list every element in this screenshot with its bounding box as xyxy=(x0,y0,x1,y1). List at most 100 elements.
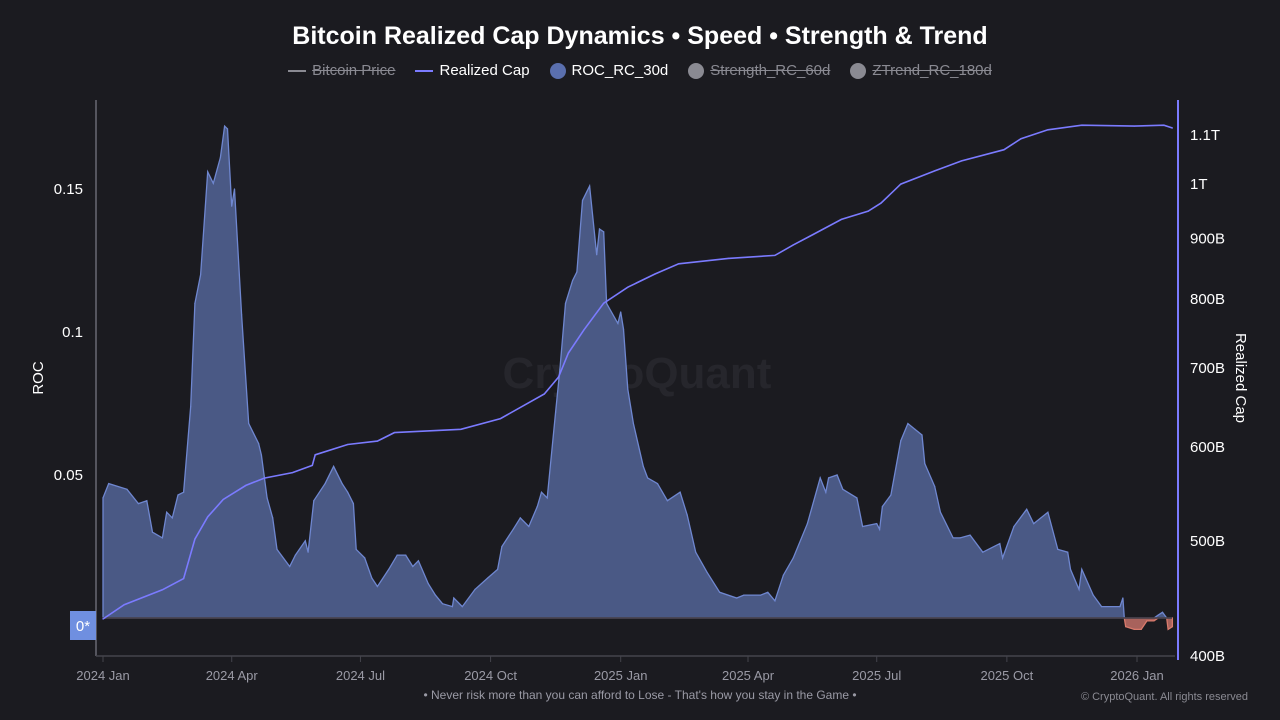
x-tick-label: 2025 Jan xyxy=(594,668,648,683)
roc-point xyxy=(519,517,521,519)
roc-point xyxy=(792,557,794,559)
roc-point xyxy=(194,302,196,304)
realized-cap-point xyxy=(183,578,185,580)
realized-cap-point xyxy=(567,352,570,354)
roc-point xyxy=(427,583,429,585)
realized-cap-point xyxy=(123,604,125,606)
roc-point xyxy=(1033,523,1035,525)
roc-point xyxy=(304,540,306,542)
roc-point xyxy=(656,483,659,485)
roc-point xyxy=(272,517,274,519)
legend-item-strength-rc-60d[interactable]: Strength_RC_60d xyxy=(688,62,830,79)
roc-point xyxy=(1153,620,1155,622)
roc-point xyxy=(289,565,291,568)
realized-cap-point xyxy=(1133,125,1135,127)
roc-point xyxy=(559,368,561,370)
line-swatch-icon xyxy=(288,69,307,72)
legend-label: ZTrend_RC_180d xyxy=(872,62,992,79)
roc-point xyxy=(760,594,762,596)
legend-item-bitcoin-price[interactable]: Bitcoin Price xyxy=(288,62,395,79)
roc-point xyxy=(224,125,226,127)
roc-point xyxy=(924,463,926,465)
realized-cap-point xyxy=(543,393,545,395)
realized-cap-point xyxy=(347,443,349,446)
copyright: © CryptoQuant. All rights reserved xyxy=(1080,691,1248,703)
roc-negative-area xyxy=(103,617,1174,631)
chart-title: Bitcoin Realized Cap Dynamics • Speed • … xyxy=(292,22,988,50)
realized-cap-point xyxy=(1163,124,1165,126)
right-tick-label: 600B xyxy=(1190,439,1225,456)
roc-point xyxy=(934,485,936,487)
roc-point xyxy=(627,388,629,390)
realized-cap-point xyxy=(376,440,378,442)
roc-point xyxy=(581,199,584,201)
roc-point xyxy=(679,491,681,493)
roc-point xyxy=(1119,606,1121,608)
realized-cap-point xyxy=(263,477,265,479)
roc-point xyxy=(536,505,538,508)
roc-point xyxy=(166,511,168,513)
roc-point xyxy=(555,411,557,413)
roc-point xyxy=(1125,626,1127,628)
zero-badge-label: 0* xyxy=(76,618,90,635)
roc-point xyxy=(102,497,104,499)
roc-point xyxy=(862,525,864,528)
roc-point xyxy=(1057,548,1059,551)
roc-point xyxy=(1171,626,1173,628)
roc-point xyxy=(294,554,296,556)
roc-point xyxy=(836,474,838,476)
roc-point xyxy=(876,523,878,525)
roc-point xyxy=(914,428,916,430)
roc-point xyxy=(260,454,262,456)
roc-point xyxy=(907,422,909,425)
roc-point xyxy=(453,597,455,599)
roc-point xyxy=(1140,628,1142,631)
roc-point xyxy=(982,551,984,553)
realized-cap-point xyxy=(1003,149,1005,151)
roc-point xyxy=(461,606,463,608)
line-swatch-icon xyxy=(415,69,434,72)
roc-point xyxy=(231,205,233,207)
roc-point xyxy=(183,491,185,493)
legend-item-ztrend-rc-180d[interactable]: ZTrend_RC_180d xyxy=(850,62,992,79)
roc-point xyxy=(171,517,173,519)
realized-cap-line xyxy=(102,124,1173,620)
roc-point xyxy=(137,503,139,505)
right-tick-label: 1.1T xyxy=(1190,127,1220,144)
legend-item-roc-rc-30d[interactable]: ROC_RC_30d xyxy=(549,62,668,79)
legend-item-realized-cap[interactable]: Realized Cap xyxy=(415,62,530,79)
roc-point xyxy=(632,422,635,425)
roc-point xyxy=(512,528,514,530)
roc-point xyxy=(146,500,148,502)
roc-point xyxy=(200,274,202,276)
roc-point xyxy=(921,434,923,436)
roc-point xyxy=(371,577,373,579)
realized-cap-point xyxy=(603,302,605,304)
roc-point xyxy=(108,483,110,485)
realized-cap-point xyxy=(812,233,814,236)
roc-point xyxy=(451,606,453,608)
roc-point xyxy=(1013,525,1015,528)
roc-point xyxy=(879,528,881,530)
roc-point xyxy=(1026,508,1028,510)
roc-point xyxy=(959,537,961,539)
roc-point xyxy=(825,491,827,493)
roc-point xyxy=(939,511,942,513)
roc-point xyxy=(576,271,578,273)
roc-point xyxy=(596,254,598,256)
roc-point xyxy=(434,594,436,596)
roc-point xyxy=(177,494,179,496)
realized-cap-point xyxy=(1081,124,1083,126)
roc-point xyxy=(546,497,548,499)
roc-point xyxy=(207,171,209,173)
dot-swatch-icon xyxy=(688,62,705,79)
left-tick-label: 0.05 xyxy=(54,467,83,484)
roc-point xyxy=(190,405,192,407)
roc-point xyxy=(1161,611,1164,613)
roc-point xyxy=(1101,606,1103,608)
realized-cap-point xyxy=(311,464,313,466)
roc-point xyxy=(620,311,622,313)
left-axis-title: ROC xyxy=(30,361,47,395)
realized-cap-point xyxy=(774,254,776,256)
x-tick-label: 2025 Oct xyxy=(980,668,1033,683)
